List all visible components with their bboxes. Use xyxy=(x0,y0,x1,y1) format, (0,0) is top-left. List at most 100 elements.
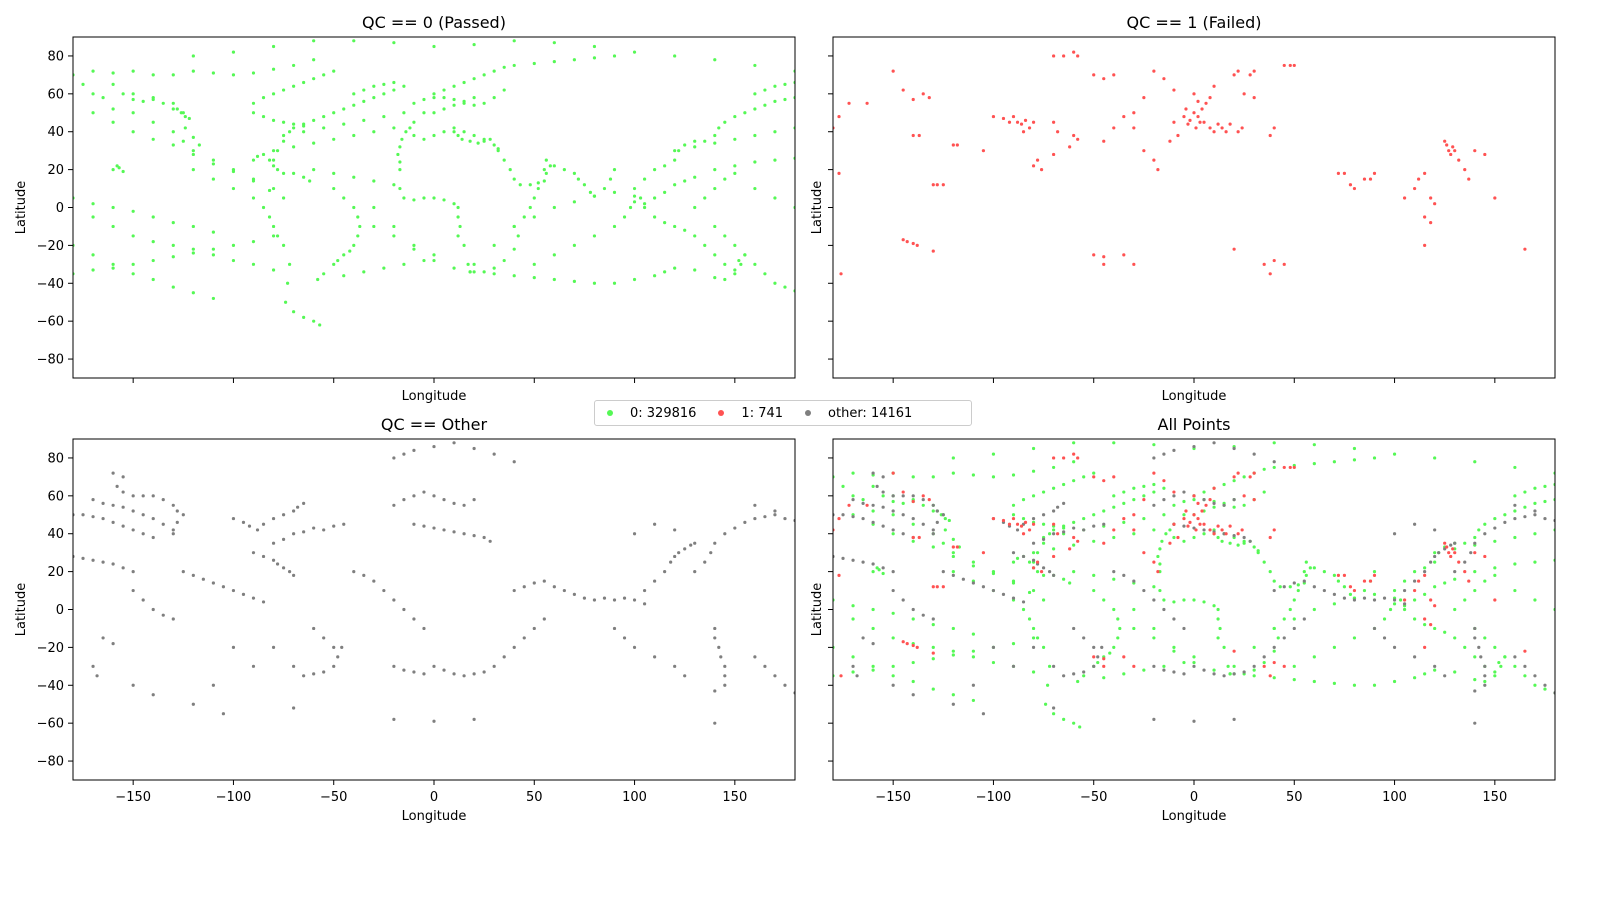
data-point-other xyxy=(211,581,215,585)
data-point-other xyxy=(151,607,155,612)
data-point-qc0 xyxy=(462,243,466,247)
data-point-other xyxy=(677,551,681,555)
data-point-qc1 xyxy=(915,645,919,649)
data-point-qc0 xyxy=(1228,672,1232,676)
data-point-qc0 xyxy=(131,272,135,276)
data-point-qc0 xyxy=(191,251,195,255)
data-point-other xyxy=(891,528,895,532)
data-point-qc0 xyxy=(663,190,667,194)
data-point-other xyxy=(1072,672,1076,676)
data-point-qc1 xyxy=(1052,120,1056,124)
data-point-qc0 xyxy=(1493,566,1497,570)
data-point-other xyxy=(713,721,717,725)
data-point-other xyxy=(991,588,996,593)
data-point-other xyxy=(322,636,326,640)
data-point-qc1 xyxy=(1342,573,1347,578)
data-point-qc0 xyxy=(332,186,336,191)
data-point-other xyxy=(221,712,226,716)
data-point-qc1 xyxy=(1076,539,1080,543)
data-point-other xyxy=(402,498,406,502)
data-point-qc0 xyxy=(352,39,356,43)
data-point-other xyxy=(181,513,185,517)
data-point-other xyxy=(723,664,727,668)
data-point-other xyxy=(1513,503,1517,507)
data-point-other xyxy=(271,516,276,521)
data-point-qc0 xyxy=(612,54,617,58)
data-point-other xyxy=(562,588,566,593)
data-point-qc0 xyxy=(402,196,406,200)
chart-panel-4: −150 −100 −50 0 50 100 150 All Points Longitude L… xyxy=(810,415,1556,824)
data-point-qc0 xyxy=(404,130,408,134)
data-point-qc0 xyxy=(111,82,115,86)
data-point-qc1 xyxy=(1102,255,1106,259)
y-tick-label: 20 xyxy=(47,163,64,178)
data-point-qc0 xyxy=(211,71,215,75)
x-axis-label: Longitude xyxy=(402,809,467,824)
data-point-other xyxy=(773,674,777,678)
data-point-qc1 xyxy=(981,551,986,555)
data-point-other xyxy=(412,617,416,621)
data-point-qc0 xyxy=(1292,598,1296,602)
data-point-other xyxy=(1523,664,1527,668)
data-point-qc0 xyxy=(1372,456,1377,460)
data-point-qc0 xyxy=(382,114,386,119)
data-point-qc0 xyxy=(1062,482,1066,487)
data-point-qc0 xyxy=(175,107,179,111)
x-tick-label: −150 xyxy=(115,790,151,805)
data-point-qc0 xyxy=(753,262,757,266)
data-point-qc0 xyxy=(713,253,717,257)
data-point-qc0 xyxy=(183,126,187,130)
data-point-other xyxy=(871,642,875,646)
data-point-qc0 xyxy=(362,99,366,104)
data-point-other xyxy=(151,516,155,521)
data-point-other xyxy=(91,515,95,519)
data-point-qc0 xyxy=(931,645,935,649)
data-point-other xyxy=(422,524,426,528)
data-point-qc1 xyxy=(1132,513,1136,517)
data-point-qc1 xyxy=(1252,69,1256,73)
data-point-qc0 xyxy=(1232,505,1236,509)
data-point-other xyxy=(1463,560,1467,564)
data-point-qc0 xyxy=(372,96,376,100)
data-point-qc0 xyxy=(951,471,955,475)
data-point-other xyxy=(653,655,657,659)
data-point-other xyxy=(151,693,155,697)
data-point-qc1 xyxy=(1483,554,1487,559)
data-point-qc1 xyxy=(1112,528,1116,532)
data-point-qc1 xyxy=(1433,604,1437,608)
data-point-qc0 xyxy=(452,103,456,107)
data-point-qc0 xyxy=(1423,672,1427,676)
data-point-qc0 xyxy=(1082,516,1086,521)
data-point-qc1 xyxy=(955,545,959,549)
data-point-qc0 xyxy=(1312,607,1316,612)
data-point-qc1 xyxy=(1132,262,1136,266)
data-point-qc0 xyxy=(308,179,312,183)
data-point-qc0 xyxy=(1473,535,1477,540)
data-point-other xyxy=(851,664,855,668)
data-point-qc0 xyxy=(342,253,346,257)
data-point-other xyxy=(141,494,145,498)
data-point-qc0 xyxy=(1433,551,1437,555)
data-point-other xyxy=(121,490,125,494)
data-point-qc0 xyxy=(1222,482,1226,487)
data-point-qc1 xyxy=(1132,664,1136,668)
data-point-qc0 xyxy=(1372,592,1377,596)
data-point-qc0 xyxy=(442,130,446,134)
data-point-other xyxy=(412,670,416,674)
data-point-qc0 xyxy=(1212,668,1216,672)
data-point-other xyxy=(1473,689,1477,693)
data-point-qc0 xyxy=(971,473,975,477)
data-point-qc0 xyxy=(1453,636,1457,640)
data-point-qc0 xyxy=(723,262,727,266)
data-point-other xyxy=(1062,674,1066,678)
data-point-qc0 xyxy=(632,50,637,54)
data-point-qc0 xyxy=(891,513,895,517)
data-point-other xyxy=(402,607,406,612)
data-point-qc0 xyxy=(488,137,492,141)
data-point-qc0 xyxy=(941,541,945,545)
data-point-qc0 xyxy=(398,168,402,172)
data-point-qc0 xyxy=(402,262,406,266)
data-point-qc0 xyxy=(1220,539,1224,543)
data-point-qc0 xyxy=(452,97,456,102)
data-point-qc0 xyxy=(1112,577,1116,581)
